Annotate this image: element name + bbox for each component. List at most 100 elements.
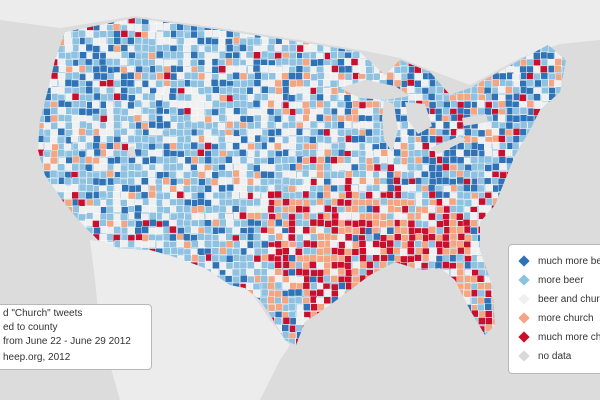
caption-line: ed to county bbox=[3, 322, 58, 333]
county-cell bbox=[337, 171, 345, 180]
county-cell bbox=[317, 317, 325, 325]
county-cell bbox=[38, 241, 45, 249]
county-cell bbox=[373, 177, 381, 186]
county-cell bbox=[252, 64, 261, 73]
county-cell bbox=[30, 65, 37, 72]
county-cell bbox=[79, 282, 87, 291]
county-cell bbox=[331, 345, 338, 352]
county-cell bbox=[351, 339, 360, 345]
county-cell bbox=[168, 92, 177, 101]
county-cell bbox=[442, 107, 450, 115]
county-cell bbox=[133, 107, 142, 115]
county-cell bbox=[218, 177, 226, 185]
county-cell bbox=[505, 205, 513, 213]
county-cell bbox=[442, 121, 451, 129]
county-cell bbox=[359, 254, 367, 262]
county-cell bbox=[485, 346, 492, 353]
county-cell bbox=[441, 177, 450, 185]
county-cell bbox=[247, 79, 255, 87]
county-cell bbox=[471, 241, 479, 249]
county-cell bbox=[478, 317, 486, 325]
county-cell bbox=[499, 171, 508, 180]
county-cell bbox=[267, 171, 275, 179]
county-cell bbox=[457, 316, 465, 325]
county-cell bbox=[38, 198, 45, 207]
county-cell bbox=[436, 316, 445, 325]
county-cell bbox=[240, 163, 249, 172]
county-cell bbox=[303, 183, 311, 192]
county-cell bbox=[344, 57, 353, 66]
county-cell bbox=[30, 73, 37, 80]
county-cell bbox=[38, 170, 44, 179]
county-cell bbox=[400, 337, 408, 345]
county-cell bbox=[429, 127, 437, 136]
county-cell bbox=[288, 303, 296, 311]
county-cell bbox=[323, 100, 331, 109]
county-cell bbox=[121, 51, 129, 59]
county-cell bbox=[120, 18, 128, 25]
county-cell bbox=[415, 177, 423, 185]
county-cell bbox=[435, 135, 444, 144]
county-cell bbox=[372, 219, 380, 227]
county-cell bbox=[240, 275, 248, 283]
county-cell bbox=[70, 51, 79, 59]
county-cell bbox=[135, 142, 143, 150]
county-cell bbox=[331, 148, 339, 157]
county-cell bbox=[533, 93, 541, 101]
county-cell bbox=[191, 219, 199, 228]
county-cell bbox=[308, 318, 317, 326]
county-cell bbox=[100, 93, 108, 102]
county-cell bbox=[506, 171, 514, 179]
county-cell bbox=[105, 121, 114, 130]
county-cell bbox=[367, 345, 374, 352]
county-cell bbox=[288, 38, 297, 46]
county-cell bbox=[365, 311, 373, 319]
county-cell bbox=[476, 275, 485, 283]
county-cell bbox=[268, 93, 276, 101]
county-cell bbox=[505, 197, 514, 206]
county-cell bbox=[274, 108, 282, 116]
county-cell bbox=[428, 178, 437, 186]
county-cell bbox=[379, 177, 388, 186]
county-cell bbox=[463, 93, 472, 101]
county-cell bbox=[485, 290, 493, 298]
county-cell bbox=[506, 114, 514, 123]
county-cell bbox=[478, 156, 486, 164]
county-cell bbox=[65, 290, 74, 299]
county-cell bbox=[113, 226, 121, 234]
county-cell bbox=[400, 303, 408, 312]
county-cell bbox=[63, 177, 72, 186]
county-cell bbox=[463, 297, 471, 305]
county-cell bbox=[78, 107, 87, 116]
county-cell bbox=[282, 317, 291, 325]
county-cell bbox=[421, 177, 429, 185]
county-cell bbox=[497, 192, 506, 200]
county-cell bbox=[546, 52, 555, 60]
county-cell bbox=[343, 156, 352, 164]
county-cell bbox=[498, 94, 506, 102]
county-cell bbox=[560, 135, 566, 144]
county-cell bbox=[233, 36, 241, 45]
county-cell bbox=[364, 143, 373, 151]
county-cell bbox=[483, 177, 492, 186]
county-cell bbox=[561, 170, 566, 178]
canada-landmass bbox=[0, 0, 600, 85]
county-cell bbox=[141, 18, 149, 25]
county-cell bbox=[58, 184, 67, 192]
county-cell bbox=[421, 170, 429, 179]
county-cell bbox=[456, 311, 464, 320]
county-cell bbox=[407, 240, 415, 249]
county-cell bbox=[498, 332, 507, 340]
county-cell bbox=[491, 344, 499, 345]
county-cell bbox=[308, 169, 317, 178]
county-cell bbox=[58, 64, 67, 73]
county-cell bbox=[233, 177, 241, 185]
county-cell bbox=[106, 219, 115, 228]
county-cell bbox=[51, 65, 60, 74]
county-cell bbox=[443, 205, 451, 214]
county-cell bbox=[323, 128, 331, 137]
county-cell bbox=[470, 212, 478, 220]
county-cell bbox=[392, 318, 401, 326]
county-cell bbox=[177, 212, 185, 220]
county-cell bbox=[296, 276, 304, 284]
